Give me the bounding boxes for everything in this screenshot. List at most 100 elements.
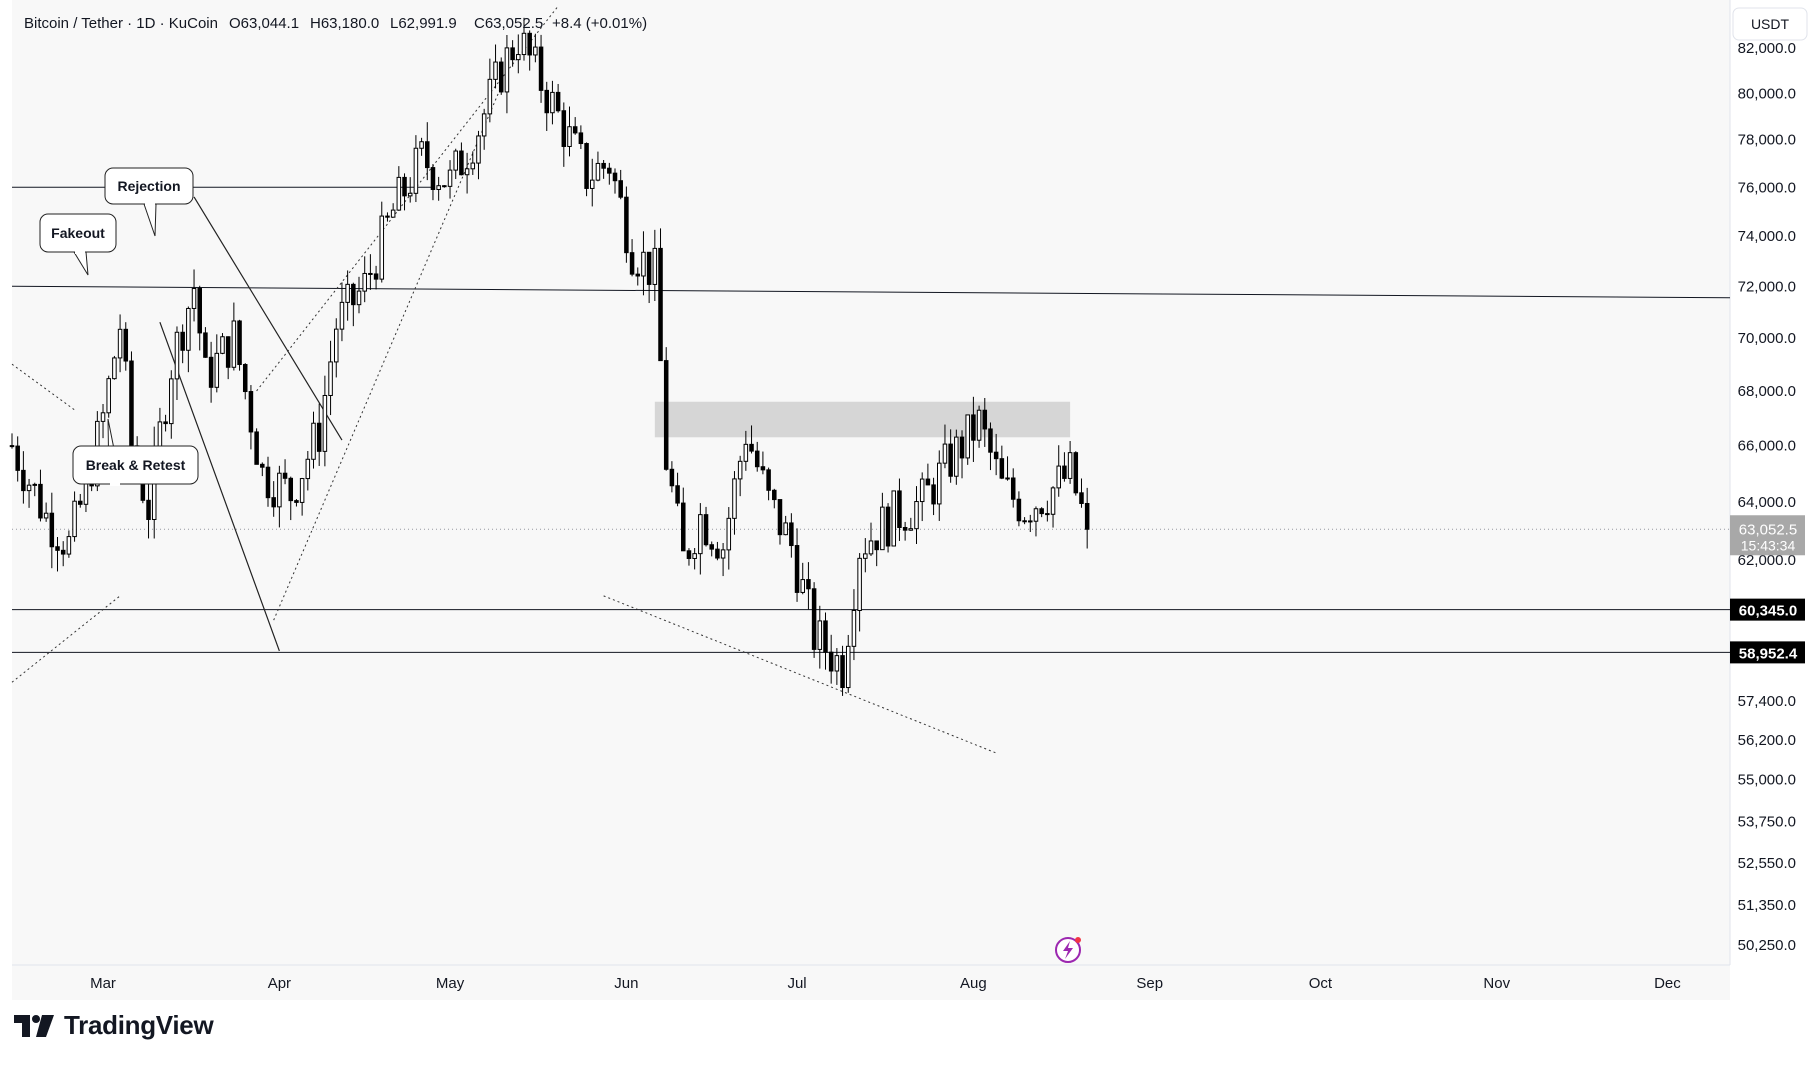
candle-172[interactable]	[988, 422, 993, 471]
candle-165[interactable]	[948, 429, 953, 483]
candle-7[interactable]	[49, 492, 55, 569]
candle-137[interactable]	[789, 513, 794, 558]
candle-71[interactable]	[413, 135, 419, 203]
candle-48[interactable]	[282, 459, 288, 485]
candle-53[interactable]	[311, 411, 316, 469]
candle-85[interactable]	[493, 44, 498, 89]
candle-169[interactable]	[971, 396, 976, 462]
candle-33[interactable]	[197, 285, 202, 351]
time-axis-area[interactable]	[12, 965, 1730, 1000]
support-trendline[interactable]	[603, 595, 997, 754]
candle-36[interactable]	[214, 334, 220, 393]
candle-90[interactable]	[521, 17, 527, 61]
candle-121[interactable]	[698, 503, 703, 575]
candle-16[interactable]	[100, 403, 106, 439]
price-axis-area[interactable]	[1730, 0, 1814, 965]
candle-160[interactable]	[919, 472, 925, 522]
tradingview-brand[interactable]: TradingView	[14, 1010, 214, 1041]
candle-134[interactable]	[772, 488, 777, 509]
plot-area[interactable]	[12, 0, 1730, 965]
trendline-lower-left[interactable]	[11, 595, 121, 683]
candle-32[interactable]	[191, 269, 197, 322]
candle-77[interactable]	[447, 160, 453, 199]
candle-166[interactable]	[954, 429, 959, 485]
candle-182[interactable]	[1045, 500, 1050, 522]
break-retest-callout[interactable]: Break & Retest	[72, 418, 199, 486]
candle-11[interactable]	[72, 491, 77, 542]
candle-91[interactable]	[527, 30, 532, 71]
candle-163[interactable]	[937, 450, 942, 521]
candle-168[interactable]	[965, 414, 970, 465]
candle-158[interactable]	[908, 517, 914, 531]
candle-24[interactable]	[146, 483, 151, 539]
symbol-legend[interactable]: Bitcoin / Tether · 1D · KuCoin O63,044.1 H…	[24, 15, 647, 32]
candle-17[interactable]	[106, 375, 111, 418]
candle-40[interactable]	[237, 319, 242, 371]
level-price-tag[interactable]	[1730, 641, 1805, 664]
candle-123[interactable]	[709, 541, 714, 557]
candle-157[interactable]	[902, 521, 908, 541]
candle-75[interactable]	[436, 176, 441, 201]
candle-78[interactable]	[453, 148, 458, 180]
candle-74[interactable]	[430, 164, 436, 201]
candle-47[interactable]	[277, 465, 282, 528]
candle-142[interactable]	[817, 605, 823, 669]
candle-120[interactable]	[692, 548, 697, 570]
candle-187[interactable]	[1073, 451, 1079, 496]
candle-39[interactable]	[231, 302, 237, 371]
candle-80[interactable]	[464, 152, 470, 194]
candle-181[interactable]	[1039, 507, 1044, 518]
candle-130[interactable]	[749, 425, 754, 454]
candle-29[interactable]	[174, 326, 180, 401]
candle-35[interactable]	[208, 341, 214, 403]
candle-148[interactable]	[851, 589, 857, 661]
candle-131[interactable]	[754, 441, 760, 472]
falling-trendline-upper[interactable]	[193, 196, 343, 441]
candle-94[interactable]	[544, 81, 550, 131]
candle-46[interactable]	[271, 481, 276, 517]
candle-1[interactable]	[15, 436, 20, 482]
candle-113[interactable]	[652, 229, 658, 302]
candle-66[interactable]	[385, 212, 390, 222]
candle-62[interactable]	[362, 256, 367, 303]
candle-99[interactable]	[572, 117, 578, 135]
candle-143[interactable]	[823, 612, 828, 670]
candle-146[interactable]	[840, 645, 845, 696]
candle-4[interactable]	[32, 482, 38, 497]
candle-5[interactable]	[38, 469, 43, 522]
candle-185[interactable]	[1062, 452, 1067, 482]
candle-30[interactable]	[180, 324, 185, 364]
candle-60[interactable]	[351, 282, 356, 327]
candle-154[interactable]	[885, 503, 891, 553]
candle-115[interactable]	[663, 347, 669, 471]
candle-88[interactable]	[510, 40, 515, 67]
candle-59[interactable]	[345, 270, 350, 321]
candle-28[interactable]	[169, 370, 174, 439]
candle-189[interactable]	[1084, 487, 1090, 549]
candle-100[interactable]	[578, 125, 584, 149]
candle-129[interactable]	[743, 430, 749, 471]
resistance-zone[interactable]	[654, 401, 1071, 438]
channel-upper-line[interactable]	[256, 5, 559, 392]
candle-70[interactable]	[407, 177, 413, 203]
channel-lower-line[interactable]	[273, 86, 502, 621]
candle-89[interactable]	[516, 34, 521, 74]
candle-82[interactable]	[476, 130, 481, 180]
candle-159[interactable]	[914, 486, 919, 544]
candle-96[interactable]	[555, 83, 561, 113]
candle-124[interactable]	[715, 541, 720, 561]
candle-102[interactable]	[589, 158, 595, 207]
candle-51[interactable]	[299, 477, 305, 516]
candle-132[interactable]	[760, 451, 766, 475]
candle-97[interactable]	[561, 102, 567, 167]
candle-103[interactable]	[595, 151, 601, 182]
candle-42[interactable]	[248, 385, 254, 450]
candle-93[interactable]	[538, 34, 544, 103]
candle-173[interactable]	[993, 433, 999, 476]
candle-178[interactable]	[1022, 517, 1027, 525]
candle-27[interactable]	[163, 414, 168, 432]
candle-125[interactable]	[720, 543, 726, 577]
candle-119[interactable]	[686, 548, 692, 566]
candle-104[interactable]	[601, 159, 606, 179]
candle-164[interactable]	[942, 424, 948, 469]
